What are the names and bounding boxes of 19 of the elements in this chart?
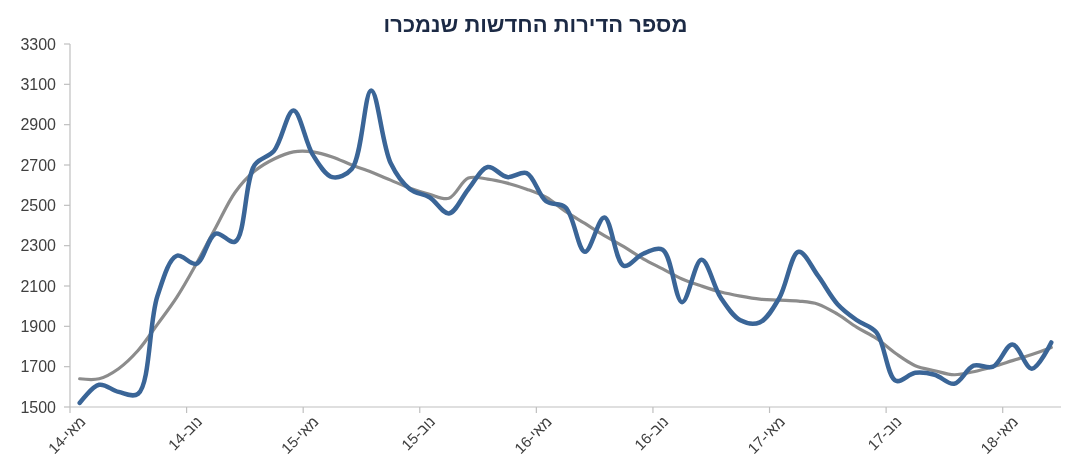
y-tick-label: 3100 (20, 75, 57, 93)
chart-title: מספר הדירות החדשות שנמכרו (383, 12, 688, 37)
y-tick-label: 2100 (20, 277, 57, 295)
y-tick-label: 1900 (20, 317, 57, 335)
x-tick-label: מאי-18 (977, 412, 1022, 457)
y-tick-label: 2900 (20, 116, 57, 134)
x-tick-label: נוב-17 (864, 412, 905, 454)
y-tick-label: 2500 (20, 196, 57, 214)
x-tick-label: נוב-15 (397, 412, 439, 454)
x-tick-label: מאי-17 (744, 412, 789, 457)
y-tick-label: 3300 (20, 35, 57, 53)
y-tick-label: 2700 (20, 156, 57, 174)
x-tick-label: נוב-14 (164, 412, 206, 454)
y-tick-label: 1700 (20, 358, 57, 376)
y-tick-label: 2300 (20, 237, 57, 255)
x-tick-label: מאי-16 (510, 412, 555, 457)
x-tick-label: נוב-16 (630, 412, 672, 454)
line-series (77, 88, 1054, 406)
x-tick-label: מאי-15 (277, 412, 322, 457)
